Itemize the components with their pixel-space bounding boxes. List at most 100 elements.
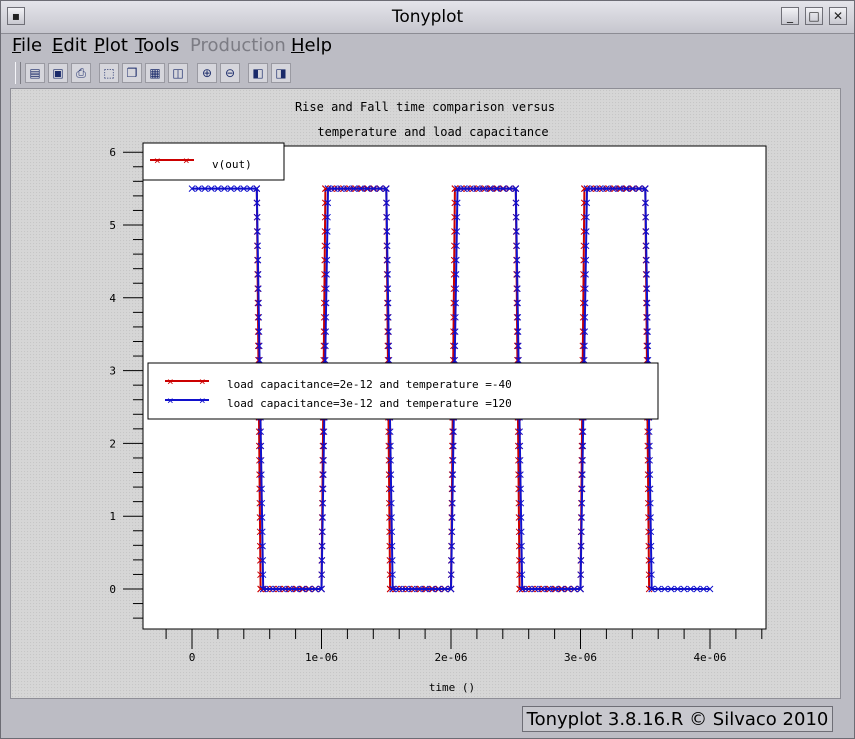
data-point-marker — [453, 199, 461, 207]
data-point-marker — [323, 228, 331, 235]
menu-edit[interactable]: Edit — [52, 35, 87, 56]
menu-plot-mnemonic: P — [94, 35, 105, 56]
x-tick-label: 4e-06 — [693, 651, 726, 664]
data-point-marker — [449, 485, 456, 493]
zoom-in-icon[interactable]: ⊕ — [197, 63, 217, 83]
data-point-marker — [517, 485, 524, 493]
title-bar[interactable]: ▪ Tonyplot _ □ ✕ — [1, 1, 854, 34]
data-point-marker — [515, 356, 522, 364]
data-point-marker — [513, 228, 520, 235]
data-point-marker — [256, 356, 263, 364]
data-point-marker — [642, 228, 650, 235]
data-point-marker — [322, 299, 330, 307]
data-point-marker — [350, 185, 358, 192]
data-point-marker — [518, 557, 526, 564]
data-point-marker — [582, 256, 590, 264]
data-point-marker — [644, 356, 652, 364]
data-point-marker — [385, 356, 393, 364]
data-point-marker — [449, 442, 457, 450]
overlay-plot-icon[interactable]: ◫ — [168, 63, 188, 83]
data-point-marker — [449, 471, 457, 478]
copy-plot-icon[interactable]: ❐ — [122, 63, 142, 83]
menu-edit-label: dit — [63, 35, 87, 56]
data-point-marker — [516, 442, 524, 450]
next-view-icon[interactable]: ◨ — [271, 63, 291, 83]
data-point-marker — [448, 528, 456, 536]
data-point-marker — [706, 585, 714, 593]
save-file-icon[interactable]: ▣ — [48, 63, 68, 83]
data-point-marker — [513, 242, 521, 250]
data-point-marker — [693, 585, 701, 593]
paste-plot-icon[interactable]: ▦ — [145, 63, 165, 83]
data-point-marker — [383, 228, 391, 235]
data-point-marker — [643, 299, 651, 307]
data-point-marker — [214, 185, 222, 192]
quantity-legend[interactable]: × × v(out) — [142, 142, 285, 181]
data-point-marker — [254, 228, 261, 235]
menu-plot[interactable]: Plot — [94, 35, 128, 56]
minimize-icon[interactable]: _ — [781, 7, 799, 25]
menu-help[interactable]: Help — [291, 35, 332, 56]
data-point-marker — [557, 585, 565, 593]
data-point-marker — [581, 342, 588, 350]
data-point-marker — [486, 185, 494, 192]
data-point-marker — [387, 499, 395, 507]
y-tick-label: 0 — [109, 583, 116, 596]
open-file-icon[interactable]: ▤ — [25, 63, 45, 83]
data-point-marker — [320, 456, 327, 464]
data-point-marker — [646, 499, 654, 507]
series-legend-marker-2a: × — [167, 394, 174, 407]
x-tick-label: 0 — [189, 651, 196, 664]
data-point-marker — [544, 585, 552, 593]
previous-view-icon[interactable]: ◧ — [248, 63, 268, 83]
data-point-marker — [580, 356, 588, 364]
series-legend-marker-1b: × — [199, 375, 206, 388]
y-tick-label: 3 — [109, 365, 116, 378]
data-point-marker — [376, 185, 384, 192]
select-region-icon[interactable]: ⬚ — [99, 63, 119, 83]
zoom-out-icon[interactable]: ⊖ — [220, 63, 240, 83]
print-icon[interactable]: ⎙ — [71, 63, 91, 83]
data-point-marker — [448, 514, 456, 521]
plot-panel[interactable]: 0 1 2 3 4 5 6 0 1e-06 2e-06 3e-06 4e-06 Rise and F… — [10, 88, 841, 699]
data-point-marker — [385, 342, 393, 350]
data-point-marker — [680, 585, 688, 593]
data-point-marker — [255, 328, 263, 335]
data-point-marker — [452, 299, 459, 307]
data-point-marker — [452, 256, 460, 264]
data-point-marker — [253, 213, 261, 221]
y-tick-label: 6 — [109, 146, 116, 159]
data-point-marker — [512, 199, 520, 207]
data-point-marker — [323, 242, 331, 250]
menu-plot-label: lot — [104, 35, 128, 56]
close-icon[interactable]: ✕ — [829, 7, 847, 25]
data-point-marker — [644, 328, 651, 335]
data-point-marker — [323, 285, 330, 293]
rise-fall-plot[interactable]: 0 1 2 3 4 5 6 0 1e-06 2e-06 3e-06 4e-06 Rise and F… — [11, 89, 840, 698]
data-point-marker — [255, 313, 263, 321]
window-menu-icon[interactable]: ▪ — [7, 7, 25, 25]
menu-tools[interactable]: Tools — [135, 35, 179, 56]
data-point-marker — [517, 528, 525, 536]
data-point-marker — [383, 242, 391, 250]
data-point-marker — [582, 271, 589, 278]
data-point-marker — [415, 585, 422, 593]
data-point-marker — [452, 271, 460, 278]
data-point-marker — [318, 542, 326, 550]
data-point-marker — [383, 213, 391, 221]
data-point-marker — [564, 585, 571, 593]
menu-file[interactable]: File — [12, 35, 42, 56]
data-point-marker — [254, 256, 262, 264]
data-point-marker — [646, 485, 654, 493]
data-point-marker — [513, 271, 521, 278]
toolbar-grip[interactable] — [15, 62, 21, 84]
data-point-marker — [441, 585, 448, 593]
data-point-marker — [253, 185, 261, 192]
maximize-icon[interactable]: □ — [805, 7, 823, 25]
series-legend[interactable]: × × load capacitance=2e-12 and temperatu… — [147, 362, 659, 420]
data-point-marker — [581, 299, 589, 307]
data-point-marker — [344, 185, 351, 192]
data-point-marker — [647, 528, 655, 536]
data-point-marker — [642, 199, 649, 207]
data-point-marker — [514, 313, 522, 321]
